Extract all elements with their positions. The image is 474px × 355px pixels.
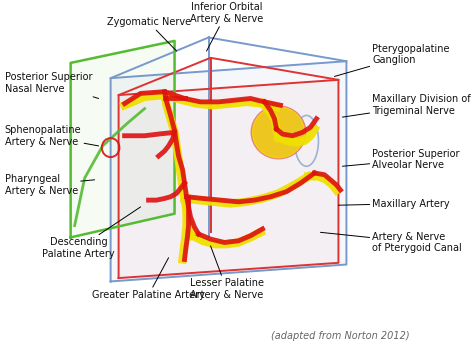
Text: Descending
Palatine Artery: Descending Palatine Artery [42,207,141,259]
Text: Posterior Superior
Nasal Nerve: Posterior Superior Nasal Nerve [5,72,99,98]
Text: Maxillary Division of
Trigeminal Nerve: Maxillary Division of Trigeminal Nerve [342,94,471,117]
Text: Sphenopalatine
Artery & Nerve: Sphenopalatine Artery & Nerve [5,125,99,147]
Polygon shape [71,41,174,237]
Text: Greater Palatine Artery: Greater Palatine Artery [92,258,205,300]
Ellipse shape [253,107,304,158]
Text: Inferior Orbital
Artery & Nerve: Inferior Orbital Artery & Nerve [190,2,263,51]
Text: Posterior Superior
Alveolar Nerve: Posterior Superior Alveolar Nerve [342,149,460,170]
Text: Pharyngeal
Artery & Nerve: Pharyngeal Artery & Nerve [5,174,95,196]
Text: Pterygopalatine
Ganglion: Pterygopalatine Ganglion [335,44,450,76]
Text: Maxillary Artery: Maxillary Artery [338,198,450,208]
Ellipse shape [250,105,307,159]
Text: Lesser Palatine
Artery & Nerve: Lesser Palatine Artery & Nerve [190,246,264,300]
Text: (adapted from Norton 2012): (adapted from Norton 2012) [271,331,410,341]
Text: Zygomatic Nerve: Zygomatic Nerve [107,17,191,51]
Polygon shape [110,61,346,282]
Text: Artery & Nerve
of Pterygoid Canal: Artery & Nerve of Pterygoid Canal [320,232,462,253]
